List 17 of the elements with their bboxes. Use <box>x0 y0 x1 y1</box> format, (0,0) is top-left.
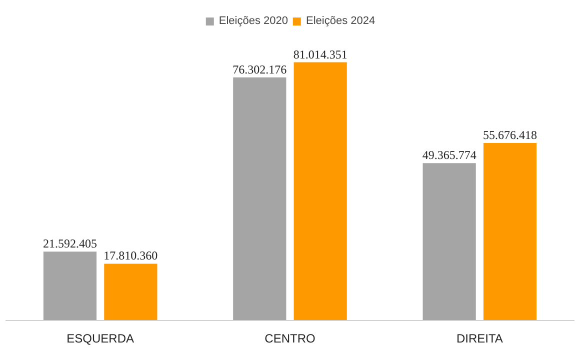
data-label: 55.676.418 <box>483 128 538 142</box>
legend-label: Eleições 2020 <box>218 15 288 27</box>
bar <box>294 62 347 320</box>
x-tick-label: DIREITA <box>456 332 503 346</box>
bar <box>422 163 476 320</box>
x-tick-label: CENTRO <box>264 332 316 346</box>
data-label: 17.810.360 <box>104 248 158 263</box>
x-tick-label: ESQUERDA <box>66 332 134 346</box>
data-label: 21.592.405 <box>42 236 97 251</box>
data-label: 49.365.774 <box>422 148 476 162</box>
bar <box>43 252 97 320</box>
bar <box>483 143 537 320</box>
data-label: 76.302.176 <box>232 62 287 76</box>
bar <box>104 264 158 320</box>
legend-label: Eleições 2024 <box>306 15 376 27</box>
data-label: 81.014.351 <box>293 47 348 62</box>
bar <box>233 77 286 320</box>
